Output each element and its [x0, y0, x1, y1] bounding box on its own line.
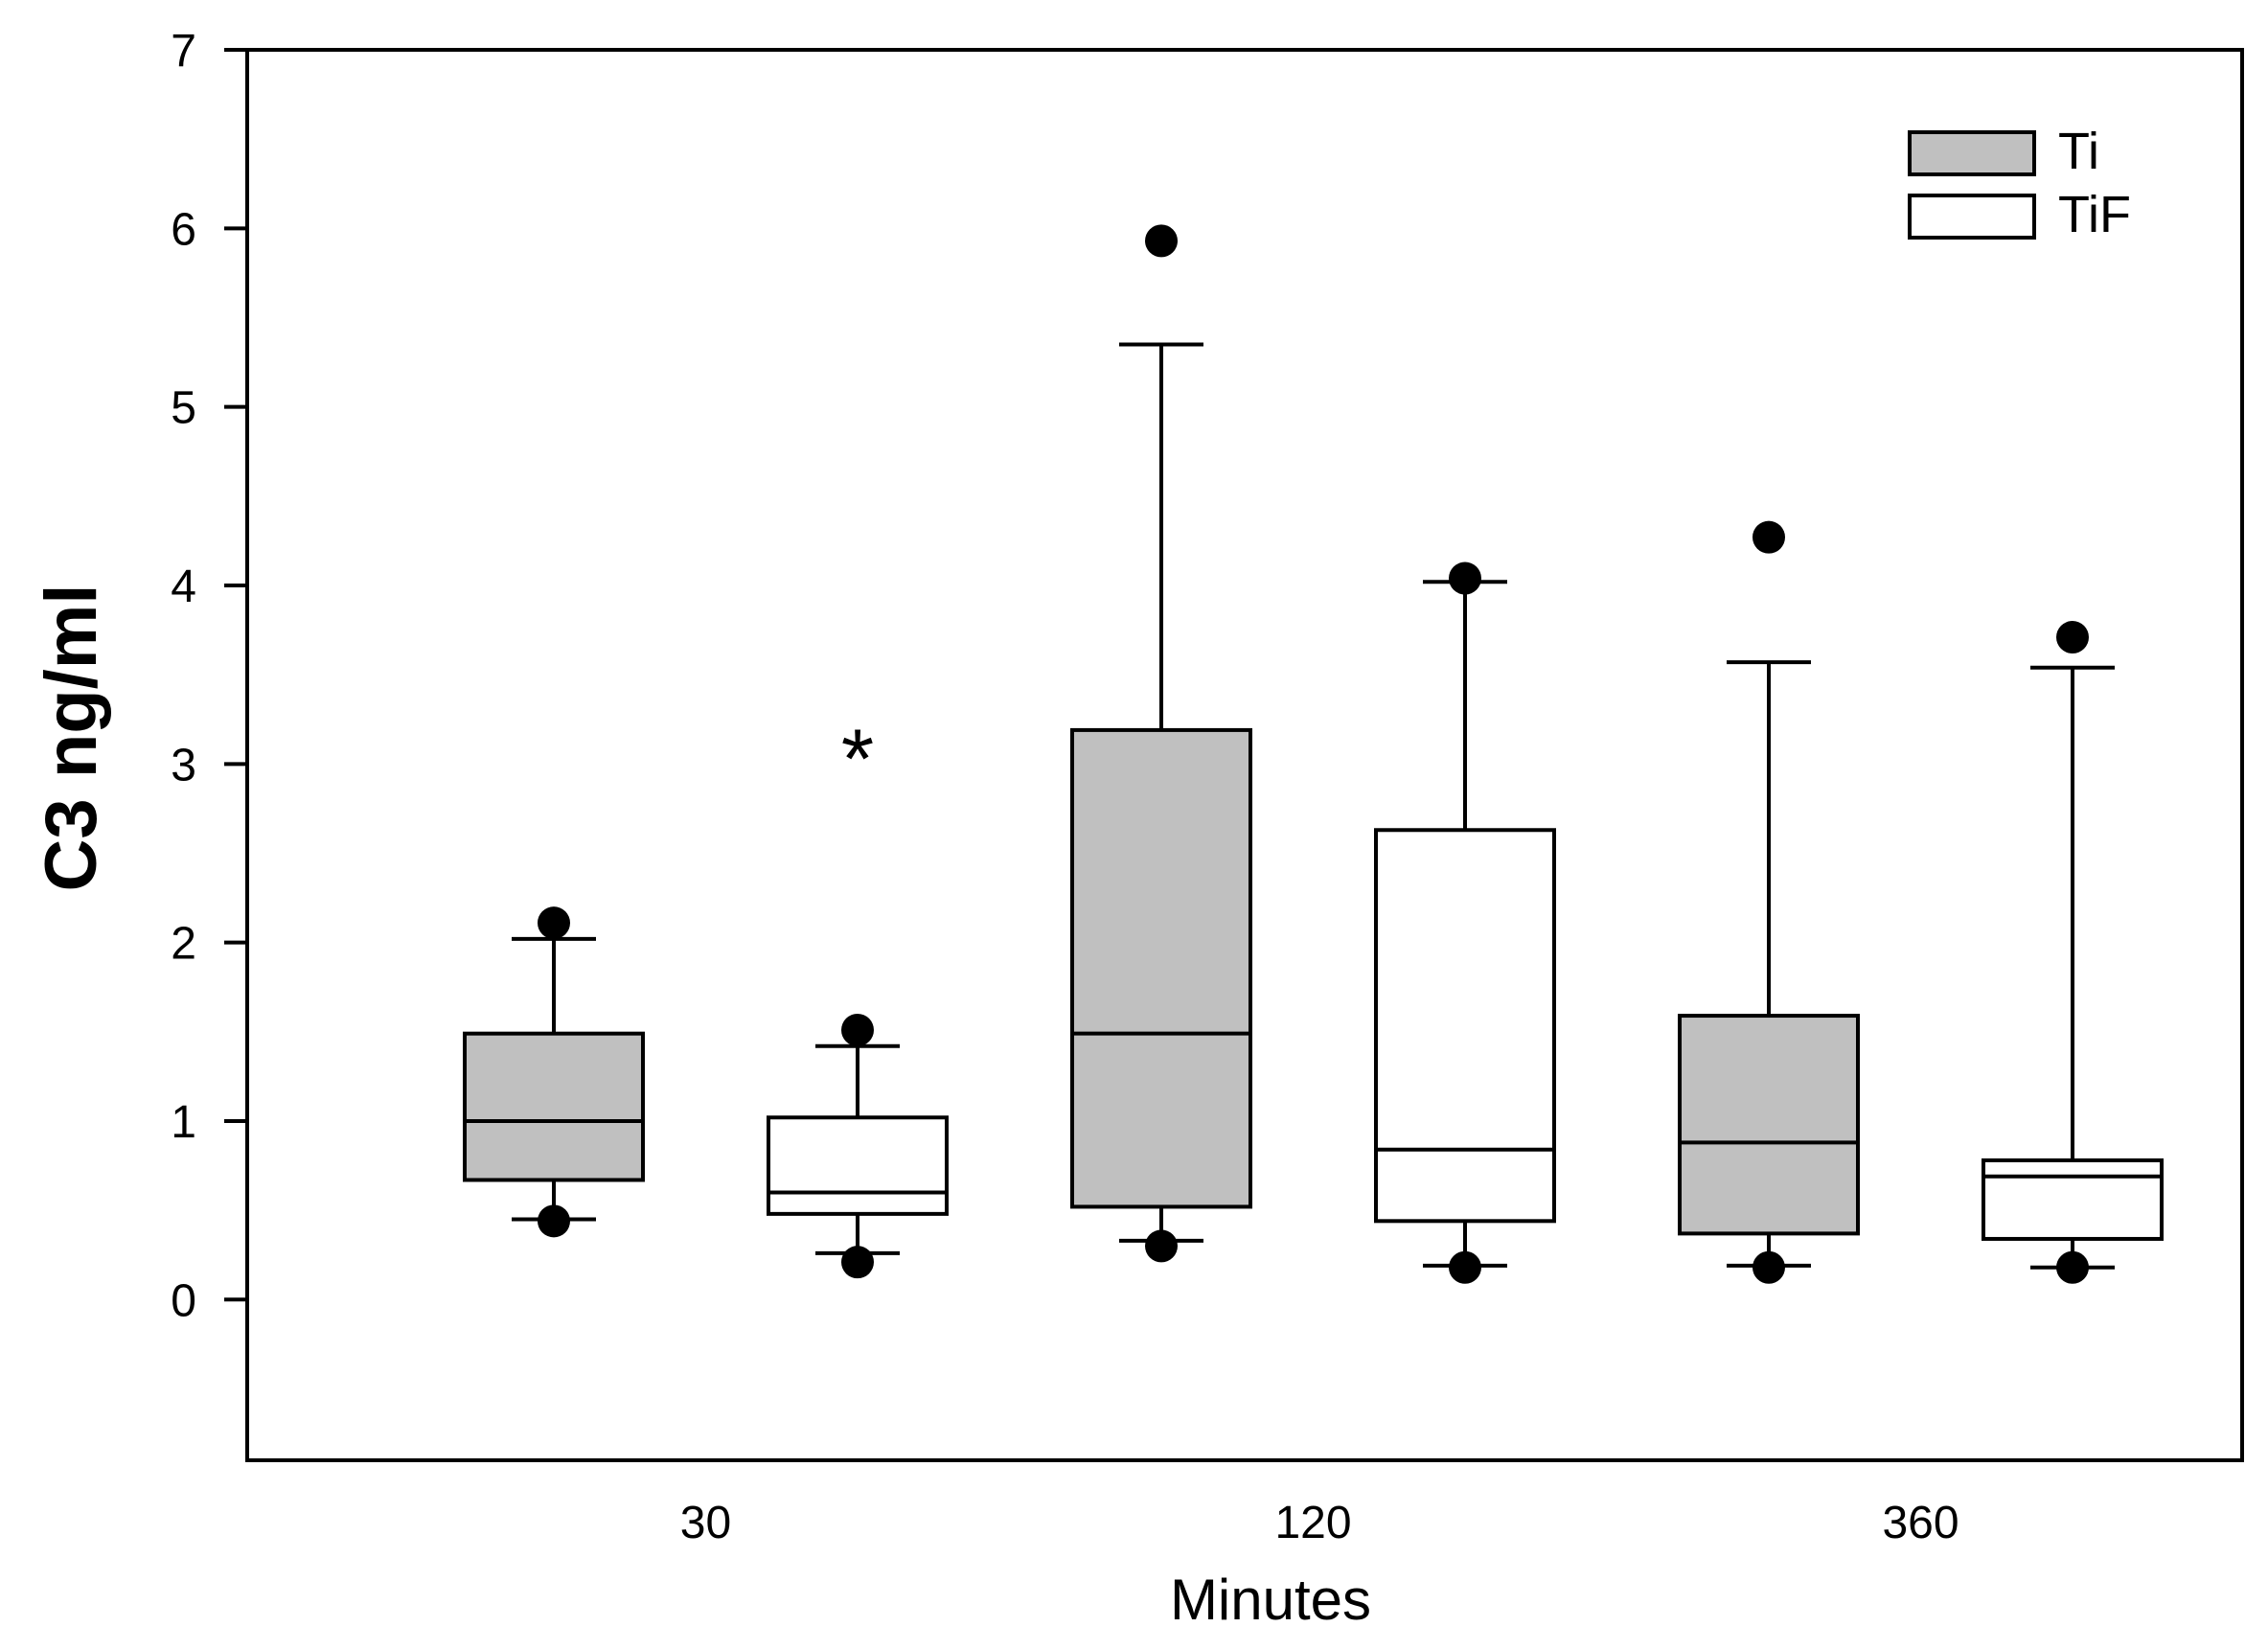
x-axis: 30 120 360: [680, 1498, 1959, 1548]
legend: Ti TiF: [1908, 123, 2131, 243]
y-axis-title: C3 ng/ml: [31, 584, 112, 892]
outlier-point: [1753, 520, 1785, 554]
box-tif-360: [1982, 621, 2164, 1284]
legend-label-tif: TiF: [2058, 186, 2131, 243]
box-iqr: [1678, 1014, 1860, 1236]
y-tick-label: 0: [171, 1275, 196, 1326]
legend-swatch-ti: [1908, 130, 2036, 176]
y-tick-label: 4: [171, 561, 196, 612]
outlier-point: [1449, 1250, 1481, 1284]
outlier-point: [2056, 621, 2089, 654]
box-tif-30: [767, 1013, 949, 1279]
box-iqr: [1374, 828, 1556, 1224]
outlier-point: [538, 1204, 570, 1238]
outlier-point: [841, 1246, 874, 1279]
box-ti-120: [1070, 224, 1252, 1263]
box-iqr: [767, 1115, 949, 1216]
outlier-point: [1753, 1250, 1785, 1284]
x-axis-title: Minutes: [1170, 1568, 1371, 1632]
box-ti-360: [1678, 520, 1860, 1284]
box-iqr: [463, 1031, 645, 1182]
outlier-point: [2056, 1250, 2089, 1284]
y-tick-label: 1: [171, 1097, 196, 1148]
outlier-point: [1145, 224, 1178, 258]
significance-asterisk: *: [841, 711, 874, 806]
outlier-point: [841, 1013, 874, 1046]
box-iqr: [1070, 727, 1252, 1209]
y-axis: 0 1 2 3 4 5 6 7: [171, 26, 247, 1326]
box-plots: [463, 224, 2164, 1284]
plot-frame: [245, 48, 2244, 1462]
y-tick-label: 2: [171, 919, 196, 970]
x-tick-label: 120: [1274, 1498, 1351, 1548]
outlier-point: [538, 906, 570, 940]
y-tick-label: 3: [171, 740, 196, 791]
box-ti-30: [463, 906, 645, 1238]
y-tick-label: 6: [171, 204, 196, 255]
annotations: *: [841, 711, 874, 806]
x-tick-label: 360: [1882, 1498, 1959, 1548]
box-tif-120: [1374, 561, 1556, 1284]
y-tick-label: 7: [171, 26, 196, 77]
outlier-point: [1145, 1229, 1178, 1263]
box-iqr: [1982, 1157, 2164, 1241]
y-tick-label: 5: [171, 383, 196, 434]
legend-label-ti: Ti: [2058, 123, 2099, 180]
outlier-point: [1449, 561, 1481, 595]
x-tick-label: 30: [680, 1498, 731, 1548]
legend-swatch-tif: [1908, 194, 2036, 240]
